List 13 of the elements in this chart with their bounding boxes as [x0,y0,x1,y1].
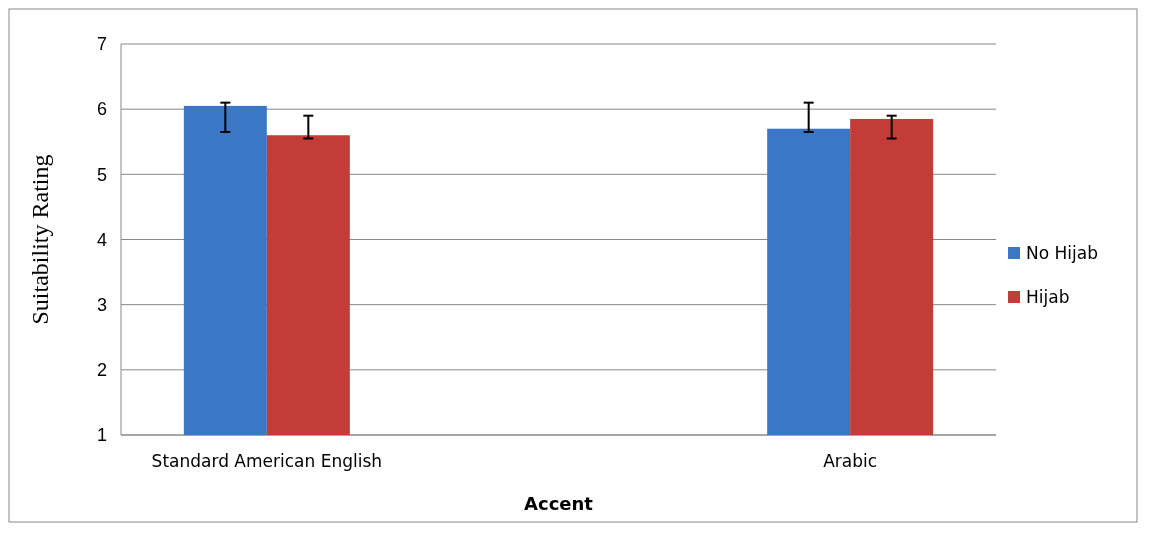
y-axis-title: Suitability Rating [27,154,53,325]
y-tick-label: 1 [96,425,107,446]
legend-label: Hijab [1026,286,1070,307]
x-axis-title: Accent [524,493,594,514]
y-tick-label: 5 [96,164,107,185]
y-tick-label: 3 [96,294,107,315]
x-tick-label: Standard American English [151,451,383,471]
x-tick-label: Arabic [823,451,878,471]
y-tick-label: 6 [96,99,107,120]
y-tick-label: 4 [96,229,107,250]
y-tick-label: 2 [96,360,107,381]
legend-label: No Hijab [1026,242,1098,263]
y-tick-label: 7 [96,34,107,55]
